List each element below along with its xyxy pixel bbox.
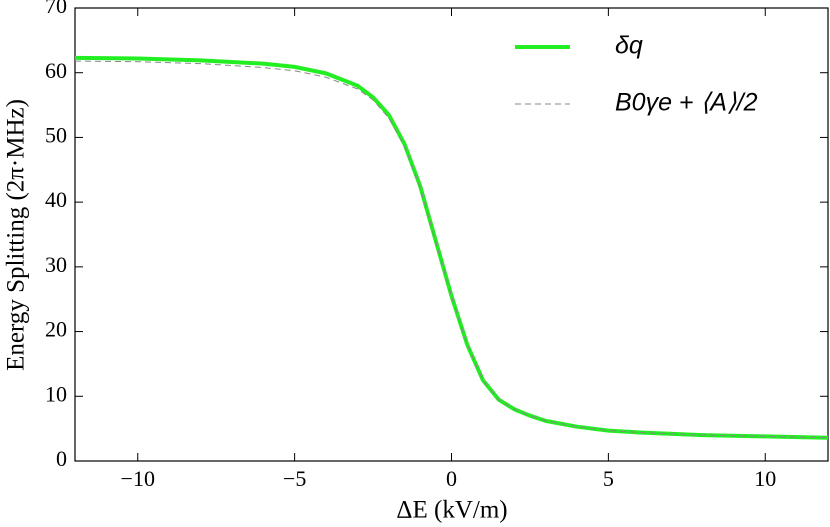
x-tick-label: −5 [283, 466, 306, 491]
x-tick-label: 5 [603, 466, 614, 491]
y-tick-label: 0 [56, 446, 67, 471]
y-tick-label: 30 [45, 252, 67, 277]
series-line [74, 55, 829, 440]
y-tick-label: 20 [45, 317, 67, 342]
y-tick-label: 10 [45, 381, 67, 406]
y-tick-label: 70 [45, 0, 67, 18]
plot-frame [74, 7, 829, 462]
legend-label: B0γe + ⟨A⟩/2 [615, 89, 758, 117]
y-tick-label: 40 [45, 187, 67, 212]
series-line [74, 60, 829, 439]
y-tick-label: 60 [45, 58, 67, 83]
x-tick-label: 10 [754, 466, 776, 491]
legend-label: δq [615, 32, 643, 60]
y-tick-label: 50 [45, 122, 67, 147]
x-tick-label: −10 [121, 466, 155, 491]
x-axis-label: ΔE (kV/m) [396, 497, 507, 524]
y-axis-label: Energy Splitting (2π·MHz) [3, 99, 30, 371]
x-tick-label: 0 [446, 466, 457, 491]
